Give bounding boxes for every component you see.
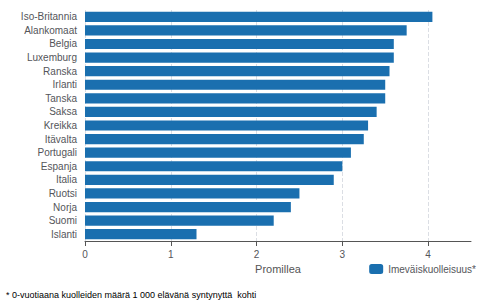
svg-text:Portugali: Portugali <box>38 147 77 158</box>
svg-text:1: 1 <box>168 249 174 260</box>
svg-text:Tanska: Tanska <box>45 93 77 104</box>
svg-text:2: 2 <box>254 249 260 260</box>
svg-text:Luxemburg: Luxemburg <box>27 52 77 63</box>
svg-text:Suomi: Suomi <box>49 215 77 226</box>
svg-text:Italia: Italia <box>56 174 78 185</box>
svg-text:Saksa: Saksa <box>49 106 77 117</box>
svg-text:4: 4 <box>425 249 431 260</box>
svg-text:Belgia: Belgia <box>49 38 77 49</box>
svg-text:Kreikka: Kreikka <box>44 120 78 131</box>
svg-text:Ruotsi: Ruotsi <box>49 188 77 199</box>
svg-text:Imeväiskuolleisuus*: Imeväiskuolleisuus* <box>388 264 476 275</box>
svg-text:Alankomaat: Alankomaat <box>24 25 77 36</box>
svg-text:Itävalta: Itävalta <box>45 134 78 145</box>
svg-text:Ranska: Ranska <box>43 66 77 77</box>
svg-text:3: 3 <box>340 249 346 260</box>
svg-text:Irlanti: Irlanti <box>53 79 77 90</box>
svg-text:Islanti: Islanti <box>51 229 77 240</box>
svg-text:Promillea: Promillea <box>255 263 302 275</box>
svg-text:Norja: Norja <box>53 202 77 213</box>
svg-text:Iso-Britannia: Iso-Britannia <box>21 11 78 22</box>
svg-text:* 0-vuotiaana kuolleiden määrä: * 0-vuotiaana kuolleiden määrä 1 000 elä… <box>6 290 256 300</box>
svg-text:0: 0 <box>82 249 88 260</box>
svg-text:Espanja: Espanja <box>41 161 78 172</box>
